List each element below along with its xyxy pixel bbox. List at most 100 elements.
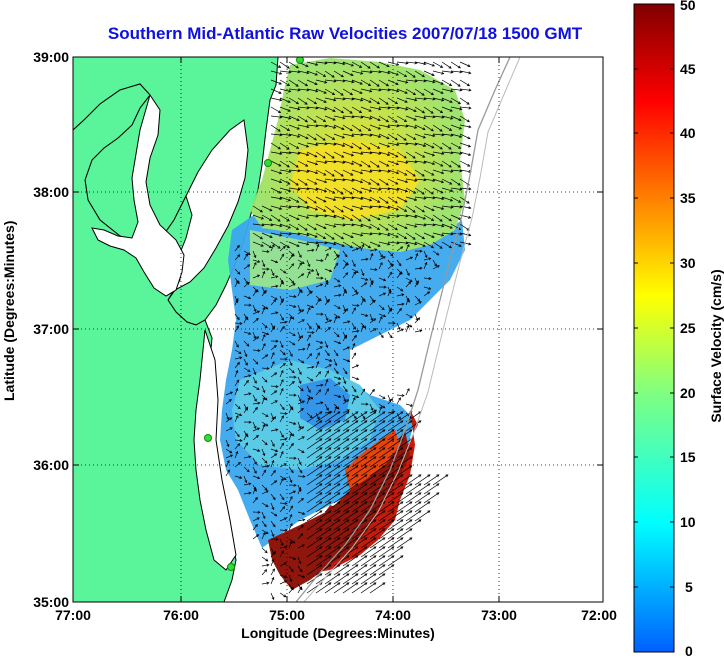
velocity-arrow-head: [346, 510, 350, 514]
velocity-arrow: [396, 106, 408, 110]
velocity-arrow: [333, 420, 350, 432]
velocity-arrow-head: [314, 72, 318, 76]
velocity-arrow-head: [340, 92, 344, 96]
velocity-arrow-head: [280, 542, 284, 547]
velocity-arrow: [270, 214, 281, 222]
velocity-arrow-head: [395, 154, 399, 158]
velocity-arrow: [360, 70, 372, 73]
velocity-arrow-head: [458, 244, 462, 247]
velocity-arrow-head: [448, 146, 452, 150]
velocity-arrow-head: [382, 519, 386, 523]
velocity-arrow: [252, 358, 259, 365]
velocity-arrow-head: [346, 537, 350, 541]
velocity-arrow: [396, 474, 413, 486]
velocity-arrow-head: [439, 128, 443, 132]
velocity-arrow: [396, 412, 401, 420]
velocity-arrow: [333, 582, 350, 594]
velocity-arrow: [369, 403, 374, 411]
velocity-arrow-head: [278, 81, 283, 85]
velocity-arrow: [297, 178, 308, 186]
velocity-arrow: [342, 411, 359, 423]
velocity-arrow: [225, 454, 233, 459]
velocity-arrow-head: [324, 80, 328, 84]
velocity-arrow: [360, 564, 377, 576]
velocity-arrow-head: [289, 353, 293, 357]
velocity-arrow: [342, 223, 354, 226]
velocity-arrow-head: [281, 550, 284, 554]
velocity-arrow-head: [351, 80, 355, 84]
velocity-arrow-head: [264, 325, 268, 329]
velocity-arrow: [351, 160, 362, 167]
velocity-arrow-head: [292, 540, 296, 544]
colorbar-tick-label: 25: [680, 320, 696, 336]
velocity-arrow: [288, 223, 299, 230]
velocity-arrow: [234, 340, 239, 348]
velocity-arrow-head: [229, 391, 234, 395]
velocity-arrow-head: [359, 163, 363, 167]
velocity-arrow-head: [334, 405, 338, 410]
velocity-arrow: [360, 169, 372, 173]
velocity-arrow-head: [346, 438, 350, 442]
velocity-arrow: [396, 447, 413, 459]
velocity-arrow: [450, 61, 461, 69]
station-marker: [264, 159, 272, 167]
velocity-arrow: [459, 151, 471, 156]
velocity-arrow-head: [361, 324, 365, 329]
velocity-arrow: [396, 88, 408, 94]
velocity-arrow: [225, 417, 232, 423]
velocity-arrow: [387, 205, 399, 211]
velocity-arrow-head: [468, 206, 472, 210]
velocity-arrow-head: [387, 153, 391, 156]
velocity-arrow-head: [343, 380, 347, 385]
velocity-arrow: [405, 322, 412, 328]
velocity-arrow-head: [373, 483, 377, 487]
velocity-arrow: [306, 124, 318, 127]
velocity-arrow: [315, 178, 327, 183]
velocity-arrow-head: [336, 406, 340, 410]
velocity-arrow: [342, 334, 347, 342]
velocity-arrow-head: [292, 342, 296, 346]
x-tick-label: 77:00: [55, 607, 91, 623]
velocity-arrow: [405, 232, 416, 240]
velocity-arrow-head: [342, 196, 346, 200]
velocity-arrow-head: [360, 233, 364, 237]
velocity-arrow-head: [256, 310, 261, 314]
velocity-arrow: [288, 241, 300, 247]
velocity-arrow-head: [385, 101, 389, 105]
velocity-arrow-head: [396, 143, 400, 147]
velocity-arrow: [405, 268, 410, 276]
velocity-arrow-head: [439, 110, 444, 113]
velocity-arrow-head: [236, 361, 240, 366]
velocity-arrow: [333, 214, 345, 220]
velocity-arrow: [288, 115, 300, 121]
velocity-arrow: [288, 106, 300, 110]
velocity-arrow-head: [337, 483, 341, 487]
velocity-arrow-head: [459, 187, 463, 191]
velocity-arrow: [414, 223, 426, 226]
velocity-arrow-head: [337, 411, 341, 415]
velocity-arrow: [324, 420, 341, 432]
velocity-arrow-head: [390, 398, 394, 402]
velocity-arrow: [414, 295, 421, 302]
velocity-arrow: [351, 247, 359, 252]
velocity-arrow: [387, 232, 399, 238]
velocity-arrow: [270, 244, 275, 252]
velocity-arrow-head: [228, 399, 232, 402]
velocity-arrow: [432, 151, 444, 155]
velocity-arrow: [288, 160, 299, 168]
velocity-arrow: [315, 340, 323, 344]
velocity-arrow-head: [345, 308, 349, 312]
velocity-arrow-head: [351, 134, 355, 138]
velocity-arrow-head: [432, 179, 436, 182]
velocity-arrow-head: [328, 537, 332, 541]
velocity-arrow-head: [373, 546, 377, 550]
velocity-arrow: [261, 520, 267, 527]
velocity-arrow-head: [271, 326, 275, 330]
velocity-arrow: [342, 133, 354, 137]
velocity-arrow: [441, 187, 453, 192]
velocity-arrow: [414, 510, 431, 522]
velocity-arrow: [315, 573, 332, 585]
velocity-arrow-head: [304, 119, 309, 123]
velocity-arrow-head: [364, 492, 368, 496]
velocity-arrow: [261, 564, 269, 567]
